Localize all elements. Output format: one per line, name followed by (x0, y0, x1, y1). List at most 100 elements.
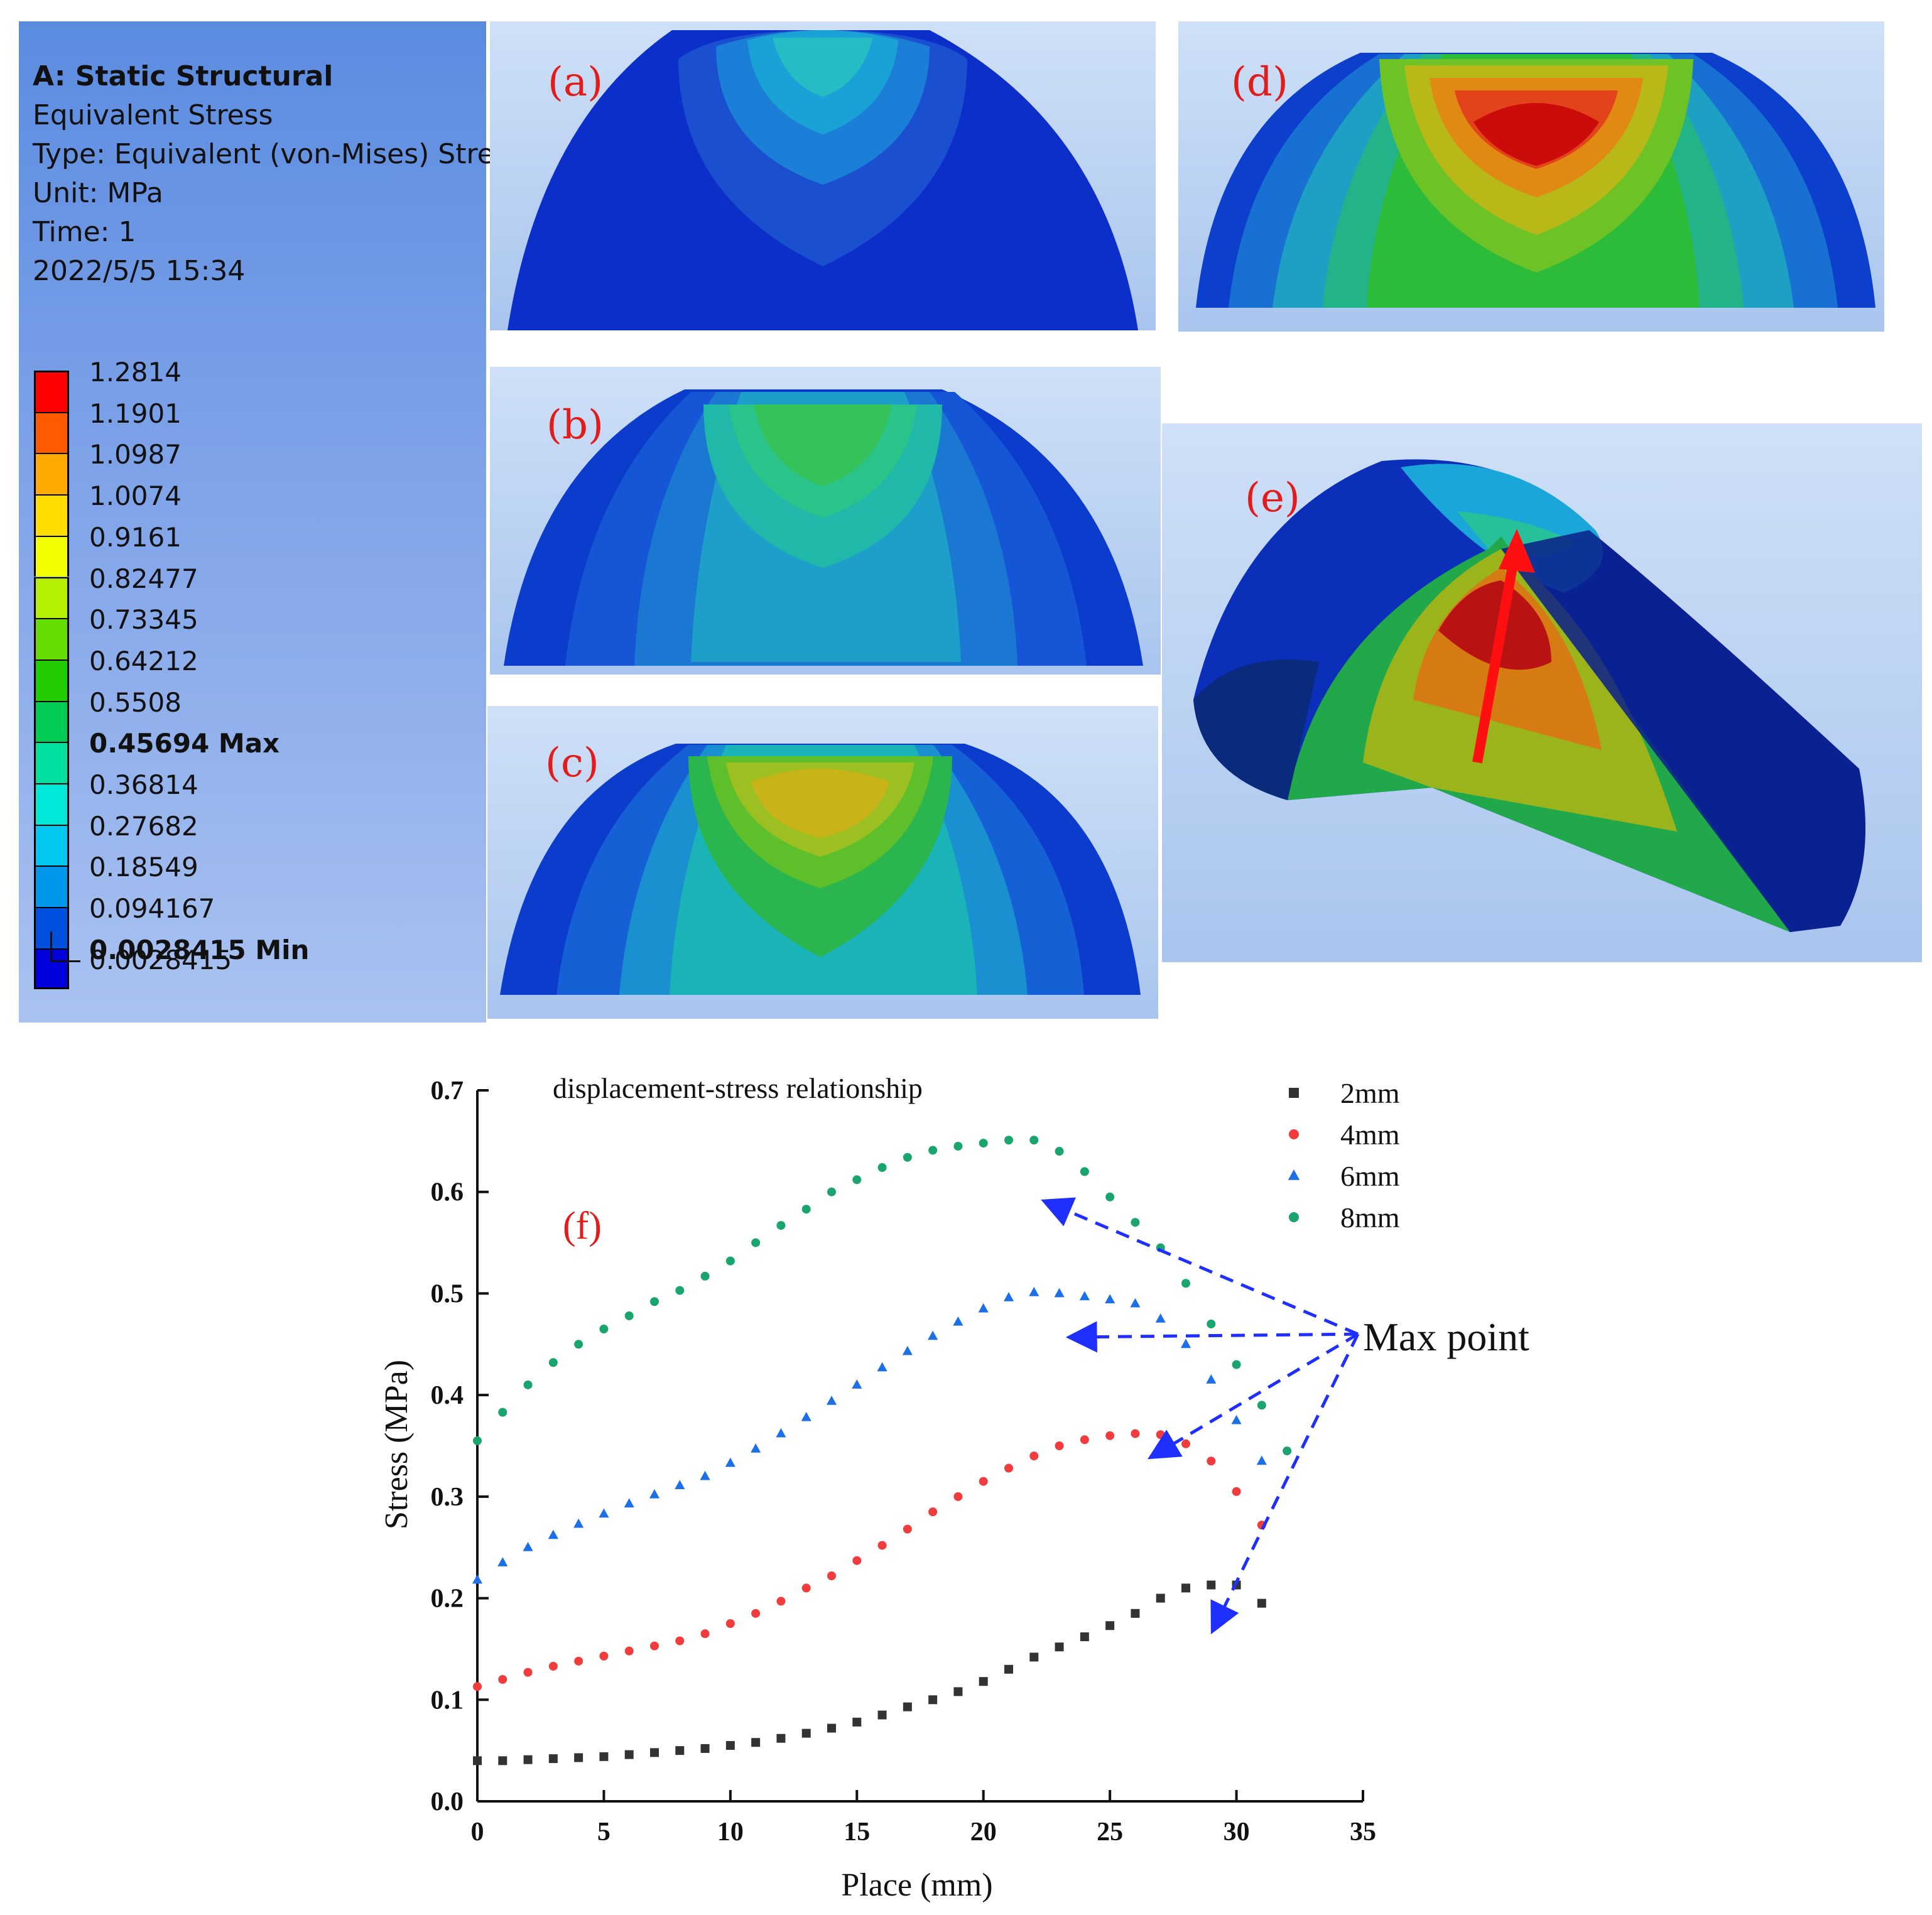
data-point (801, 1583, 811, 1593)
data-point (776, 1221, 786, 1230)
x-tick-label: 0 (471, 1818, 484, 1847)
data-point (1004, 1136, 1013, 1145)
data-point (852, 1379, 862, 1389)
contour-panel-b: (b) (490, 367, 1161, 675)
data-point (928, 1507, 938, 1517)
data-point (725, 1741, 735, 1750)
data-point (1105, 1294, 1115, 1304)
data-point (700, 1470, 710, 1480)
legend-marker (1289, 1088, 1299, 1098)
result-unit: Unit: MPa (33, 177, 163, 209)
data-point (1207, 1319, 1216, 1328)
legend-entry: 6mm (1340, 1160, 1400, 1192)
data-point (1029, 1136, 1039, 1145)
y-axis-label: Stress (MPa) (379, 1360, 415, 1529)
y-tick-label: 0.4 (431, 1381, 464, 1410)
colorbar-swatch (34, 659, 69, 701)
data-point (1155, 1313, 1166, 1323)
legend-entry: 8mm (1340, 1202, 1400, 1234)
data-point (1029, 1451, 1039, 1461)
contour-a-graphic (507, 30, 1138, 330)
series-2mm (473, 1580, 1266, 1766)
x-axis-label: Place (mm) (841, 1867, 992, 1903)
data-point (826, 1396, 837, 1405)
colorbar-label: 0.73345 (89, 604, 198, 636)
colorbar-label: 0.36814 (89, 769, 198, 800)
data-point (523, 1380, 533, 1389)
data-point (877, 1163, 887, 1172)
result-type: Type: Equivalent (von-Mises) Stress (33, 138, 523, 170)
data-point (801, 1728, 811, 1738)
data-point (1181, 1583, 1190, 1593)
data-point (1004, 1664, 1013, 1674)
data-point (928, 1146, 938, 1155)
data-point (497, 1557, 508, 1566)
data-point (599, 1752, 609, 1761)
data-point (827, 1187, 836, 1196)
data-point (1257, 1401, 1266, 1410)
contour-d-graphic (1196, 53, 1875, 308)
max-point-arrow (1041, 1197, 1359, 1336)
data-point (725, 1619, 735, 1628)
y-tick-label: 0.1 (431, 1686, 464, 1715)
data-point (649, 1489, 660, 1499)
data-point (650, 1641, 659, 1651)
colorbar-label: 0.82477 (89, 563, 198, 594)
data-point (498, 1674, 507, 1684)
data-point (902, 1345, 913, 1355)
data-point (979, 1477, 988, 1486)
panel-label-d: (d) (1231, 59, 1288, 106)
colorbar-label: 0.45694 Max (89, 728, 280, 759)
data-point (1105, 1621, 1115, 1630)
data-point (624, 1750, 634, 1759)
data-point (675, 1636, 685, 1646)
data-point (523, 1541, 533, 1551)
colorbar-swatch (34, 700, 69, 742)
data-point (700, 1271, 710, 1281)
data-point (624, 1311, 634, 1321)
data-point (1055, 1642, 1064, 1652)
data-point (725, 1256, 735, 1266)
data-point (725, 1457, 735, 1467)
data-point (523, 1668, 533, 1677)
legend-marker (1288, 1169, 1300, 1180)
data-point (751, 1238, 761, 1247)
data-point (827, 1571, 836, 1580)
colorbar-swatch (34, 618, 69, 659)
data-point (1055, 1147, 1064, 1156)
colorbar-label: 0.64212 (89, 645, 198, 676)
data-point (1207, 1457, 1216, 1466)
data-point (650, 1297, 659, 1306)
data-point (801, 1205, 811, 1214)
data-point (473, 1756, 482, 1766)
contour-panel-c: (c) (487, 706, 1158, 1019)
x-tick-label: 5 (597, 1818, 611, 1847)
max-stress-arrow (1472, 541, 1522, 764)
contour-e-graphic (1193, 459, 1865, 932)
colorbar-label: 0.9161 (89, 521, 182, 553)
chart-title: displacement-stress relationship (553, 1072, 923, 1104)
max-point-arrows (1041, 1197, 1360, 1635)
panel-label-b: (b) (546, 402, 604, 448)
max-point-annotation: Max point (1363, 1315, 1529, 1359)
data-point (675, 1286, 685, 1295)
colorbar-tail-tick (50, 960, 80, 962)
stress-chart: 0 5 10 15 20 25 30 35 0.0 0.1 0.2 0.3 0.4 0.5 0.6 0.7 2… (379, 1072, 1529, 1903)
data-point (1029, 1287, 1039, 1296)
data-point (751, 1608, 761, 1618)
x-tick-label: 30 (1224, 1818, 1250, 1847)
colorbar-swatch (34, 371, 69, 412)
data-point (852, 1175, 862, 1185)
data-point (877, 1710, 887, 1720)
colorbar-label: 1.0987 (89, 439, 182, 470)
data-point (953, 1687, 963, 1696)
data-point (574, 1340, 583, 1349)
series-8mm (473, 1136, 1292, 1456)
data-point (953, 1492, 963, 1501)
data-point (548, 1529, 558, 1539)
y-tick-label: 0.6 (431, 1178, 464, 1207)
data-point (650, 1748, 659, 1757)
colorbar-swatch (34, 742, 69, 783)
data-point (1181, 1279, 1190, 1288)
data-point (928, 1330, 938, 1340)
